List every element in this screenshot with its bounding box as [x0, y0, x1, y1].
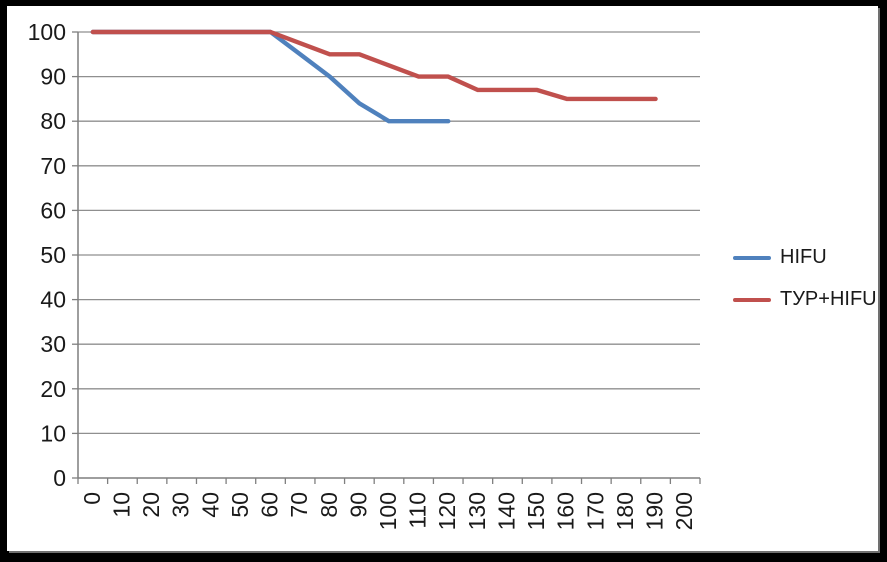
- x-axis-label: 190: [642, 492, 668, 530]
- legend-label-hifu: HIFU: [780, 246, 827, 268]
- x-axis-label: 20: [138, 492, 164, 518]
- x-axis-label: 200: [671, 492, 697, 530]
- x-axis-label: 120: [434, 492, 460, 530]
- y-axis-label: 90: [40, 64, 66, 90]
- x-axis-label: 170: [582, 492, 608, 530]
- legend-line-sample-hifu: [733, 255, 771, 260]
- legend-label-tur-hifu: ТУР+HIFU: [780, 288, 877, 310]
- legend-line-sample-tur-hifu: [733, 297, 771, 302]
- x-axis-label: 180: [612, 492, 638, 530]
- x-axis-label: 130: [464, 492, 490, 530]
- y-axis-label: 50: [40, 242, 66, 268]
- x-axis-label: 10: [108, 492, 134, 518]
- x-axis-label: 90: [345, 492, 371, 518]
- y-axis-label: 60: [40, 197, 66, 223]
- y-axis-label: 30: [40, 331, 66, 357]
- x-axis-label: 50: [227, 492, 253, 518]
- x-axis-label: 110: [405, 492, 431, 529]
- x-axis-label: 100: [375, 492, 401, 530]
- y-axis-label: 70: [40, 153, 66, 179]
- legend-item-hifu: HIFU: [733, 246, 877, 269]
- y-axis-label: 100: [28, 19, 66, 45]
- x-axis-label: 40: [197, 492, 223, 518]
- x-axis-label: 30: [168, 492, 194, 518]
- x-axis-label: 150: [523, 492, 549, 530]
- x-axis-label: 140: [493, 492, 519, 530]
- y-axis-label: 0: [53, 465, 66, 491]
- series-line-tur-hifu: [90, 29, 658, 102]
- y-axis-label: 20: [40, 376, 66, 402]
- x-axis-label: 0: [79, 492, 105, 505]
- y-axis-label: 10: [40, 420, 66, 446]
- y-axis-label: 80: [40, 108, 66, 134]
- chart-canvas: [7, 6, 878, 551]
- legend-item-tur-hifu: ТУР+HIFU: [733, 288, 877, 311]
- chart-legend: HIFU ТУР+HIFU: [733, 246, 877, 311]
- y-axis-label: 40: [40, 287, 66, 313]
- x-axis-label: 60: [257, 492, 283, 518]
- x-axis-label: 70: [286, 492, 312, 518]
- x-axis-label: 80: [316, 492, 342, 518]
- x-axis-label: 160: [553, 492, 579, 530]
